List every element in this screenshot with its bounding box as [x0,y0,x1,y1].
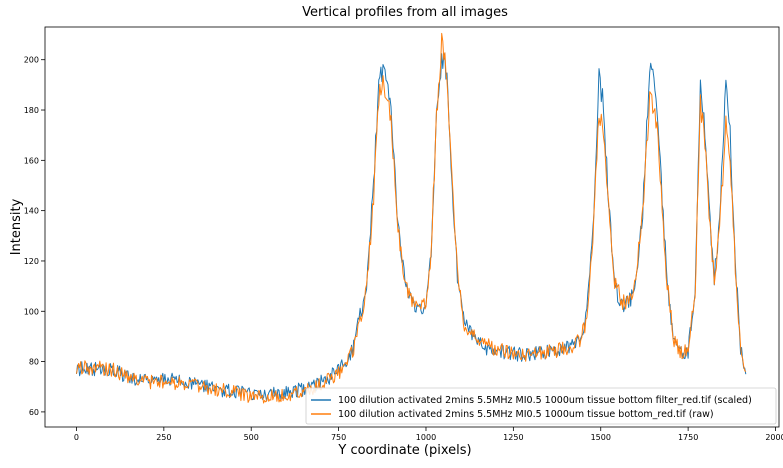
x-tick-label: 1750 [678,433,698,442]
y-tick-label: 200 [24,56,39,65]
y-axis-title: Intensity [9,198,24,255]
x-tick-label: 1500 [591,433,611,442]
y-axis-ticks: 60 80 100 120 140 160 180 200 [24,56,45,417]
series-line-1 [76,32,747,404]
chart-title: Vertical profiles from all images [302,5,508,20]
legend-label-scaled: 100 dilution activated 2mins 5.5MHz MI0.… [338,395,752,406]
legend-box [305,387,777,425]
x-tick-label: 1000 [416,433,436,442]
legend: 100 dilution activated 2mins 5.5MHz MI0.… [305,387,777,425]
legend-label-raw: 100 dilution activated 2mins 5.5MHz MI0.… [338,409,714,420]
x-tick-label: 2000 [765,433,783,442]
y-tick-label: 80 [29,358,39,367]
plot-area [44,26,780,428]
x-tick-label: 250 [156,433,171,442]
x-tick-label: 1250 [503,433,523,442]
y-tick-label: 100 [24,307,39,316]
y-tick-label: 180 [24,106,39,115]
y-tick-label: 120 [24,257,39,266]
y-tick-label: 160 [24,156,39,165]
x-axis-title: Y coordinate (pixels) [337,443,471,458]
x-axis-ticks: 0 250 500 750 1000 1250 1500 1750 2000 [74,427,783,442]
x-tick-label: 500 [244,433,259,442]
y-tick-label: 140 [24,207,39,216]
x-tick-label: 0 [74,433,79,442]
y-tick-label: 60 [29,408,39,417]
x-tick-label: 750 [331,433,346,442]
series-layer [76,32,747,404]
